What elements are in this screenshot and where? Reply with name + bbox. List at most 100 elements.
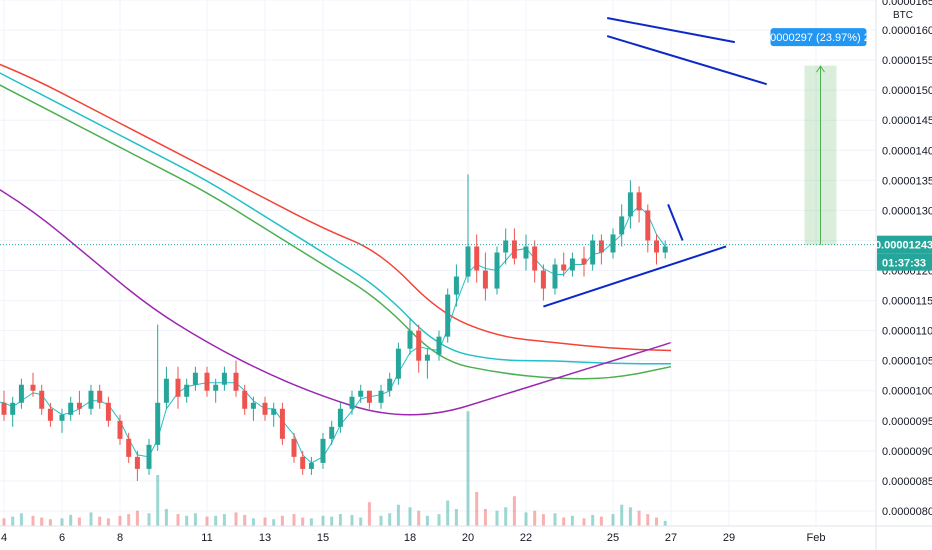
candle-body xyxy=(482,270,488,289)
price-range-measure[interactable]: 0.00000297 (23.97%) 297 xyxy=(755,28,882,246)
volume-bar xyxy=(663,520,667,526)
candles xyxy=(1,174,668,481)
candle xyxy=(378,384,384,409)
candle-body xyxy=(416,330,422,361)
time-tick-label: 11 xyxy=(201,532,212,544)
candle xyxy=(68,396,74,421)
price-axis-background xyxy=(876,0,932,550)
volume-bar xyxy=(118,515,122,526)
volume-bar xyxy=(106,518,110,526)
candle xyxy=(192,366,198,391)
volume-bar xyxy=(251,518,255,526)
time-axis-background xyxy=(0,526,932,550)
candle xyxy=(436,330,442,361)
candle-body xyxy=(88,390,94,409)
candle-body xyxy=(581,258,587,265)
volume-bar xyxy=(292,514,296,526)
candle-body xyxy=(561,264,567,271)
volume-bar xyxy=(205,516,209,526)
candle-body xyxy=(395,348,401,379)
volume-bar xyxy=(408,507,412,526)
time-tick-label: Feb xyxy=(807,532,826,544)
candle-body xyxy=(590,240,596,265)
candle xyxy=(105,396,111,427)
candle-body xyxy=(523,246,529,259)
candle-body xyxy=(68,402,74,415)
time-tick-label: 4 xyxy=(1,532,7,544)
candle xyxy=(453,264,459,307)
volume-bar xyxy=(338,514,342,526)
candle-body xyxy=(192,372,198,385)
candle-body xyxy=(387,378,393,391)
candle-body xyxy=(407,330,413,349)
price-currency-label: BTC xyxy=(893,10,913,21)
candle xyxy=(97,384,103,409)
trend-line xyxy=(667,204,684,241)
candle xyxy=(117,414,123,445)
candle xyxy=(561,252,567,277)
candle-body xyxy=(654,240,659,253)
volume-bar xyxy=(350,514,354,526)
candle xyxy=(581,246,587,277)
candle-body xyxy=(349,396,355,409)
volume-bar xyxy=(263,517,267,526)
candle xyxy=(242,384,248,415)
candle-body xyxy=(10,402,16,415)
candle xyxy=(300,450,306,475)
volume-bar xyxy=(234,512,238,526)
candle xyxy=(523,234,529,271)
volume-bar xyxy=(533,510,537,526)
candle xyxy=(39,384,45,415)
volume-bar xyxy=(330,516,334,526)
candle xyxy=(271,402,277,427)
candle-body xyxy=(329,426,335,439)
candle-body xyxy=(494,252,500,289)
volume-bar xyxy=(359,517,363,526)
candle-body xyxy=(18,384,24,403)
volume-bar xyxy=(11,516,15,526)
candle xyxy=(10,396,16,427)
candle xyxy=(250,396,256,421)
volume-bar xyxy=(582,518,586,526)
candle-body xyxy=(511,240,517,259)
time-tick-label: 25 xyxy=(607,532,619,544)
candle-body xyxy=(308,462,314,469)
candle xyxy=(482,252,488,301)
trend-lines[interactable] xyxy=(543,17,767,308)
candle xyxy=(654,234,659,265)
candle-body xyxy=(610,234,616,253)
volume-bar xyxy=(367,502,371,526)
trend-line xyxy=(607,17,735,44)
volume-bar xyxy=(396,504,400,526)
candle xyxy=(349,390,355,415)
volume-bar xyxy=(193,513,197,526)
candle-body xyxy=(378,390,384,403)
candle-body xyxy=(598,240,604,253)
candle-body xyxy=(627,192,633,217)
volume-bars xyxy=(2,411,667,526)
measure-label: 0.00000297 (23.97%) 297 xyxy=(755,32,882,44)
candle-body xyxy=(320,438,326,463)
candle-body xyxy=(445,294,451,337)
candle xyxy=(619,204,625,247)
candle xyxy=(337,402,343,433)
candle xyxy=(308,456,314,475)
volume-bar xyxy=(495,510,499,526)
candle-body xyxy=(645,210,651,241)
trend-line xyxy=(606,35,767,86)
candle-body xyxy=(213,384,219,391)
candle-body xyxy=(474,246,480,271)
volume-bar xyxy=(40,517,44,526)
candle-body xyxy=(300,456,306,469)
candle xyxy=(474,234,480,283)
candle-body xyxy=(552,264,558,289)
current-price-badge-bg xyxy=(877,235,932,254)
candle xyxy=(636,186,642,223)
volume-bar xyxy=(475,492,479,526)
moving-average-line xyxy=(0,72,671,365)
volume-bar xyxy=(222,514,226,526)
candle-body xyxy=(1,402,7,415)
